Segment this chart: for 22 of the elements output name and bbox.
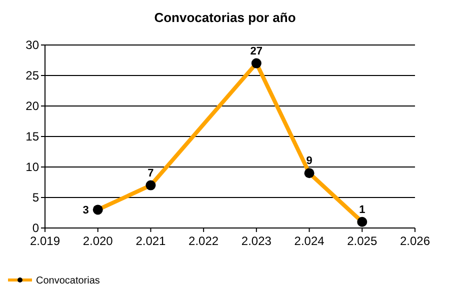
y-tick-label: 25 bbox=[26, 68, 40, 83]
x-tick-label: 2.021 bbox=[136, 234, 166, 248]
x-tick-label: 2.020 bbox=[82, 234, 114, 248]
data-label: 7 bbox=[148, 167, 154, 180]
data-label: 9 bbox=[306, 155, 312, 168]
y-tick-label: 0 bbox=[32, 221, 40, 236]
x-tick-label: 2.025 bbox=[347, 234, 378, 248]
y-tick-label: 5 bbox=[32, 190, 40, 205]
y-tick-label: 10 bbox=[26, 160, 40, 174]
data-label: 3 bbox=[82, 204, 89, 217]
data-label: 1 bbox=[359, 204, 366, 216]
x-tick-label: 2.026 bbox=[400, 234, 430, 248]
x-tick-label: 2.024 bbox=[294, 234, 325, 248]
y-tick-label: 15 bbox=[26, 130, 40, 144]
data-label: 27 bbox=[250, 45, 263, 58]
x-tick-label: 2.022 bbox=[188, 234, 219, 248]
legend-label: Convocatorias bbox=[36, 276, 100, 286]
y-tick-label: 30 bbox=[26, 38, 40, 52]
y-tick-label: 20 bbox=[26, 99, 40, 114]
chart-title: Convocatorias por año bbox=[154, 10, 296, 25]
x-tick-label: 2.019 bbox=[30, 234, 60, 248]
x-tick-label: 2.023 bbox=[241, 234, 272, 248]
